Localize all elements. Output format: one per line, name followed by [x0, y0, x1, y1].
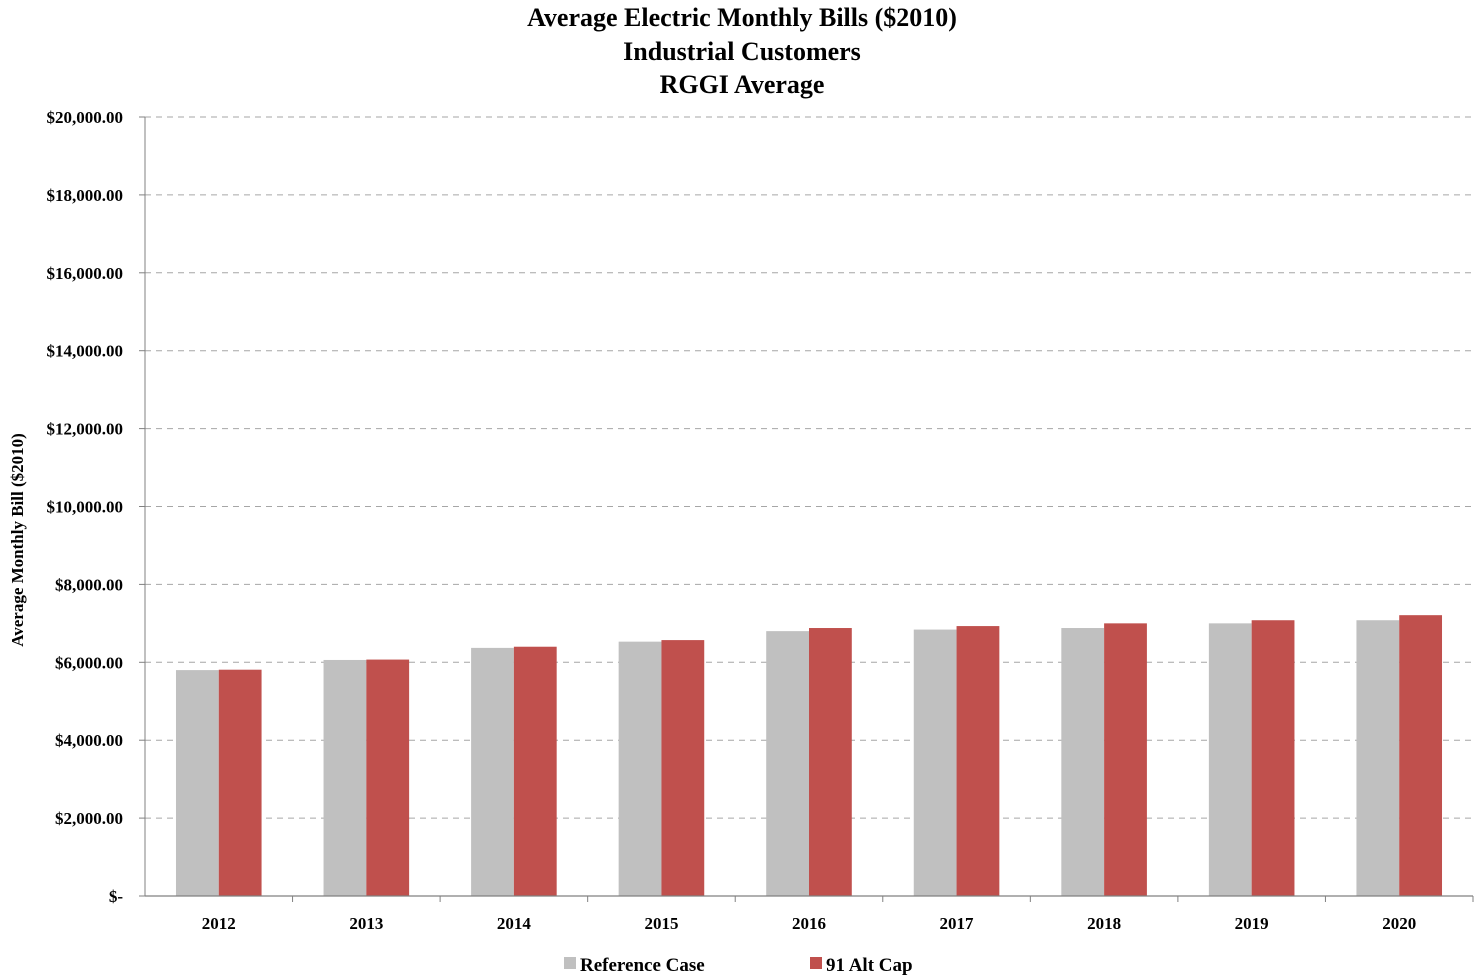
bar-alt-cap-2015 — [661, 640, 705, 896]
x-tick-label: 2013 — [349, 914, 383, 933]
y-tick-label: $10,000.00 — [47, 498, 124, 517]
y-tick-label: $16,000.00 — [47, 264, 124, 283]
y-tick-label: $18,000.00 — [47, 186, 124, 205]
chart-title-line-2: Industrial Customers — [623, 37, 861, 66]
x-tick-label: 2012 — [202, 914, 236, 933]
y-tick-label: $6,000.00 — [55, 653, 123, 672]
bar-reference-case-2020 — [1356, 620, 1400, 896]
y-tick-label: $2,000.00 — [55, 809, 123, 828]
x-tick-label: 2017 — [940, 914, 975, 933]
bar-alt-cap-2018 — [1104, 623, 1147, 896]
bar-alt-cap-2017 — [956, 626, 1000, 896]
bar-alt-cap-2020 — [1399, 615, 1443, 896]
y-tick-label: $20,000.00 — [47, 108, 124, 127]
bar-alt-cap-2019 — [1251, 620, 1295, 896]
y-tick-label: $12,000.00 — [47, 420, 124, 439]
bars — [175, 615, 1443, 896]
y-axis-label: Average Monthly Bill ($2010) — [8, 433, 27, 647]
y-tick-label: $8,000.00 — [55, 575, 123, 594]
x-tick-label: 2019 — [1235, 914, 1269, 933]
bar-reference-case-2017 — [913, 629, 957, 896]
axes — [139, 116, 1474, 902]
chart-title: Average Electric Monthly Bills ($2010) I… — [527, 3, 957, 99]
legend-swatch-reference-case — [564, 957, 576, 969]
bar-alt-cap-2014 — [513, 646, 557, 896]
bar-reference-case-2019 — [1208, 623, 1252, 896]
x-tick-label: 2020 — [1382, 914, 1416, 933]
y-tick-label: $14,000.00 — [47, 342, 124, 361]
bar-reference-case-2012 — [175, 670, 219, 896]
x-tick-labels: 2012 2013 2014 2015 2016 2017 2018 2019 2020 — [202, 914, 1416, 933]
legend-label-alt-cap: 91 Alt Cap — [826, 955, 913, 975]
bar-reference-case-2013 — [323, 659, 367, 896]
x-tick-label: 2018 — [1087, 914, 1121, 933]
chart-title-line-1: Average Electric Monthly Bills ($2010) — [527, 3, 957, 32]
x-tick-label: 2014 — [497, 914, 532, 933]
y-tick-label: $4,000.00 — [55, 731, 123, 750]
bar-reference-case-2014 — [471, 647, 514, 896]
y-tick-label: $- — [109, 887, 124, 906]
x-tick-label: 2015 — [644, 914, 678, 933]
chart-title-line-3: RGGI Average — [660, 70, 825, 99]
legend: Reference Case 91 Alt Cap — [564, 955, 913, 975]
bar-reference-case-2015 — [618, 641, 662, 896]
bar-reference-case-2016 — [766, 631, 809, 896]
bar-alt-cap-2016 — [809, 628, 852, 896]
legend-label-reference-case: Reference Case — [580, 955, 705, 975]
bar-alt-cap-2012 — [218, 669, 262, 896]
bar-reference-case-2018 — [1061, 628, 1105, 896]
x-tick-label: 2016 — [792, 914, 826, 933]
bar-alt-cap-2013 — [366, 659, 410, 896]
y-tick-labels: $- $2,000.00 $4,000.00 $6,000.00 $8,000.00 $1… — [47, 108, 124, 906]
legend-swatch-alt-cap — [810, 957, 822, 969]
